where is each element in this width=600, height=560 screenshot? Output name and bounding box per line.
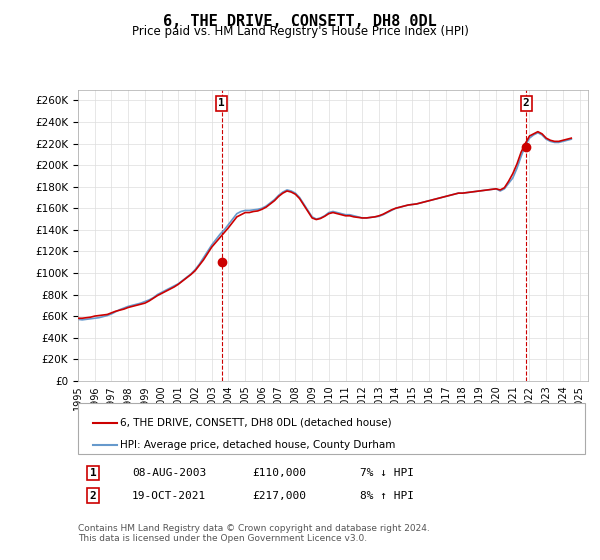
- Text: £217,000: £217,000: [252, 491, 306, 501]
- Text: 6, THE DRIVE, CONSETT, DH8 0DL: 6, THE DRIVE, CONSETT, DH8 0DL: [163, 14, 437, 29]
- Text: 08-AUG-2003: 08-AUG-2003: [132, 468, 206, 478]
- Text: £110,000: £110,000: [252, 468, 306, 478]
- Text: Price paid vs. HM Land Registry's House Price Index (HPI): Price paid vs. HM Land Registry's House …: [131, 25, 469, 38]
- Text: 2: 2: [523, 99, 530, 108]
- Text: 7% ↓ HPI: 7% ↓ HPI: [360, 468, 414, 478]
- Text: 1: 1: [218, 99, 225, 108]
- Text: 6, THE DRIVE, CONSETT, DH8 0DL (detached house): 6, THE DRIVE, CONSETT, DH8 0DL (detached…: [120, 418, 392, 428]
- Text: 8% ↑ HPI: 8% ↑ HPI: [360, 491, 414, 501]
- Text: 1: 1: [89, 468, 97, 478]
- Text: Contains HM Land Registry data © Crown copyright and database right 2024.
This d: Contains HM Land Registry data © Crown c…: [78, 524, 430, 543]
- Text: 2: 2: [89, 491, 97, 501]
- Text: HPI: Average price, detached house, County Durham: HPI: Average price, detached house, Coun…: [120, 440, 395, 450]
- Text: 19-OCT-2021: 19-OCT-2021: [132, 491, 206, 501]
